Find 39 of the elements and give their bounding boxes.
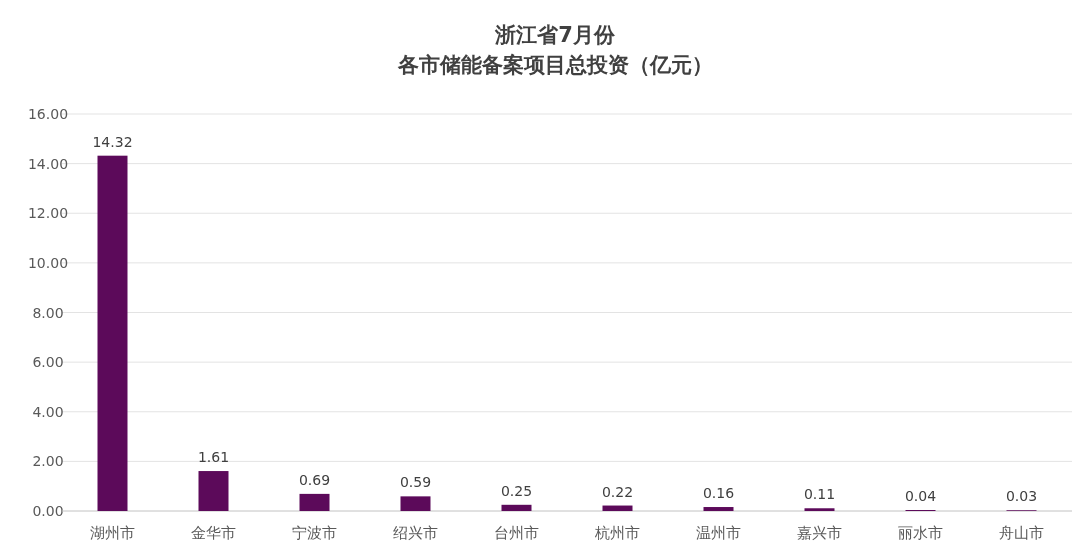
- bar: [804, 508, 835, 511]
- chart-subtitle: 各市储能备案项目总投资（亿元）: [396, 53, 713, 77]
- bar: [501, 504, 532, 511]
- x-tick-label: 绍兴市: [393, 524, 438, 542]
- data-label: 0.22: [601, 483, 634, 500]
- x-tick-label: 丽水市: [898, 524, 943, 542]
- data-label: 0.69: [298, 471, 331, 488]
- y-tick-label: 12.00: [27, 205, 69, 222]
- bar: [400, 496, 431, 511]
- bar: [198, 471, 229, 511]
- y-tick-label: 16.00: [27, 106, 69, 122]
- y-tick-label: 6.00: [32, 354, 64, 371]
- x-tick-label: 台州市: [494, 524, 539, 542]
- bar: [299, 493, 330, 511]
- x-tick-label: 嘉兴市: [797, 524, 842, 542]
- x-tick-label: 金华市: [191, 524, 236, 542]
- data-label: 14.32: [92, 133, 133, 150]
- x-tick-label: 舟山市: [999, 524, 1044, 542]
- data-label: 0.04: [904, 488, 937, 505]
- data-label: 0.16: [702, 485, 735, 502]
- y-tick-label: 4.00: [32, 403, 64, 420]
- y-tick-label: 2.00: [32, 453, 64, 470]
- x-tick-label: 杭州市: [594, 524, 640, 542]
- data-label: 0.59: [399, 474, 432, 491]
- data-label: 0.03: [1005, 488, 1038, 505]
- y-tick-label: 14.00: [27, 155, 69, 172]
- bar: [97, 155, 128, 511]
- data-label: 1.61: [197, 449, 230, 466]
- x-tick-label: 宁波市: [292, 524, 337, 542]
- x-tick-label: 温州市: [696, 524, 741, 542]
- bar: [602, 505, 633, 511]
- y-tick-label: 10.00: [27, 254, 69, 271]
- y-tick-label: 0.00: [32, 503, 64, 519]
- chart-title: 浙江省7月份: [494, 23, 616, 47]
- bar: [703, 507, 734, 511]
- data-label: 0.11: [803, 486, 836, 503]
- data-label: 0.25: [500, 482, 533, 499]
- y-tick-label: 8.00: [32, 304, 64, 321]
- x-tick-label: 湖州市: [90, 524, 135, 542]
